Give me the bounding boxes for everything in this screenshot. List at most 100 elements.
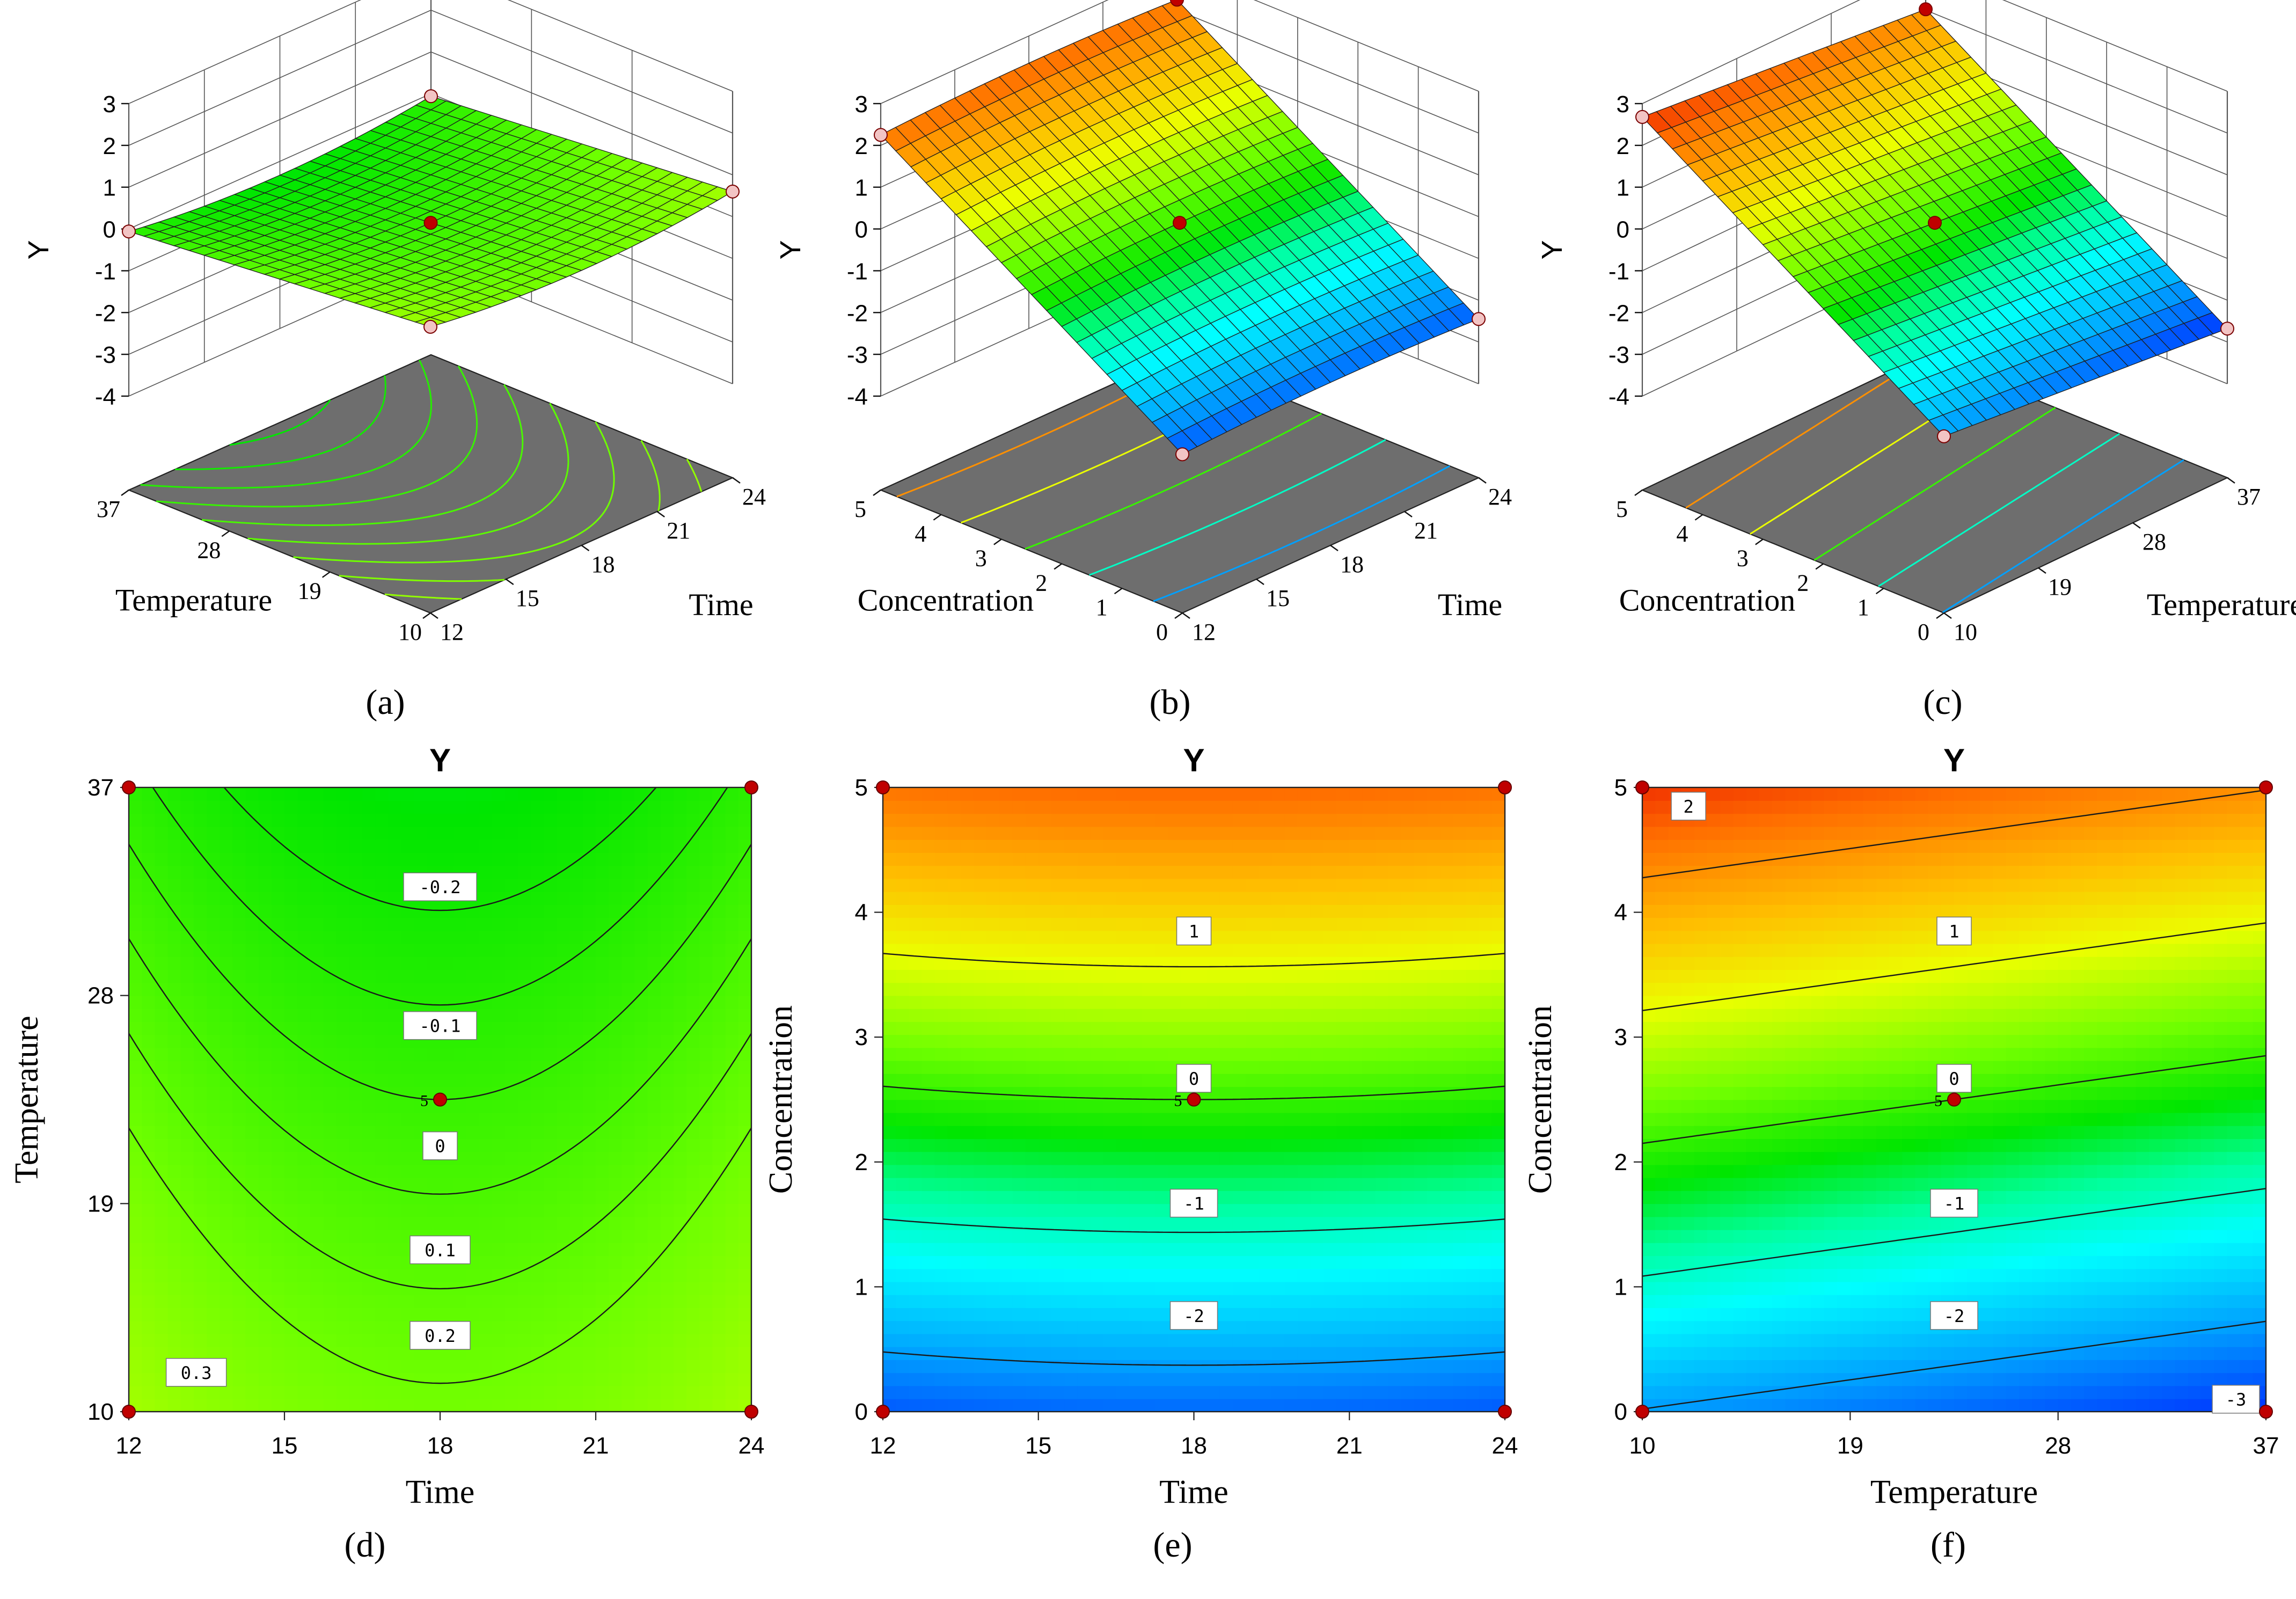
contour-cell	[207, 1021, 220, 1035]
contour-cell	[531, 800, 545, 814]
contour-cell	[609, 943, 623, 957]
contour-cell	[947, 969, 961, 983]
contour-cell	[1090, 1294, 1104, 1308]
contour-cell	[323, 1229, 337, 1243]
contour-cell	[220, 1074, 233, 1087]
contour-cell	[896, 1243, 910, 1257]
contour-cell	[999, 982, 1013, 996]
contour-cell	[336, 1308, 350, 1321]
contour-cell	[453, 1360, 467, 1374]
contour-cell	[336, 1034, 350, 1048]
contour-cell	[492, 1333, 506, 1347]
contour-cell	[986, 1360, 1000, 1374]
contour-cell	[129, 839, 142, 853]
contour-cell	[504, 1281, 518, 1295]
contour-cell	[155, 1320, 169, 1334]
contour-cell	[569, 1294, 583, 1308]
contour-cell	[504, 930, 518, 944]
contour-cell	[427, 1203, 441, 1217]
contour-cell	[947, 943, 961, 957]
contour-cell	[310, 1047, 324, 1061]
contour-cell	[180, 1268, 194, 1282]
contour-cell	[738, 1385, 752, 1399]
contour-cell	[883, 891, 896, 905]
contour-cell	[974, 852, 987, 866]
contour-cell	[388, 1346, 402, 1360]
contour-cell	[336, 826, 350, 840]
contour-cell	[180, 1086, 194, 1100]
contour-cell	[1077, 956, 1091, 970]
contour-cell	[1181, 1385, 1195, 1399]
contour-cell	[414, 813, 428, 827]
contour-cell	[634, 839, 648, 853]
contour-cell	[180, 1216, 194, 1230]
contour-cell	[193, 1099, 207, 1113]
contour-cell	[1012, 1164, 1026, 1178]
contour-cell	[660, 1112, 674, 1126]
contour-cell	[375, 826, 389, 840]
contour-cell	[453, 1164, 467, 1178]
contour-cell	[297, 904, 311, 918]
contour-cell	[1168, 1216, 1182, 1230]
contour-cell	[609, 1086, 623, 1100]
contour-cell	[544, 865, 558, 879]
contour-cell	[323, 839, 337, 853]
contour-cell	[142, 800, 156, 814]
contour-cell	[1077, 1243, 1091, 1257]
contour-cell	[1181, 839, 1195, 853]
contour-cell	[909, 1385, 923, 1399]
contour-cell	[1155, 1216, 1169, 1230]
contour-cell	[934, 1385, 948, 1399]
contour-cell	[504, 813, 518, 827]
contour-cell	[518, 1151, 531, 1165]
contour-cell	[479, 1047, 493, 1061]
contour-cell	[1038, 930, 1052, 944]
contour-cell	[934, 1398, 948, 1412]
z-tick-label: 0	[1617, 217, 1629, 243]
contour-cell	[634, 1308, 648, 1321]
contour-cell	[883, 839, 896, 853]
contour-cell	[1064, 1398, 1078, 1412]
contour-cell	[518, 813, 531, 827]
contour-cell	[1051, 1074, 1065, 1087]
contour-cell	[1168, 1008, 1182, 1022]
contour-cell	[1090, 943, 1104, 957]
contour-cell	[453, 995, 467, 1009]
contour-cell	[922, 1151, 935, 1165]
contour-cell	[1194, 956, 1208, 970]
contour-cell	[1025, 1229, 1039, 1243]
contour-cell	[207, 1034, 220, 1048]
contour-cell	[1168, 891, 1182, 905]
contour-cell	[518, 1099, 531, 1113]
contour-cell	[466, 813, 480, 827]
contour-cell	[1142, 1385, 1156, 1399]
contour-cell	[414, 1177, 428, 1191]
contour-cell	[1090, 787, 1104, 801]
contour-cell	[1207, 1385, 1220, 1399]
contour-cell	[712, 1385, 726, 1399]
contour-cell	[647, 1138, 661, 1152]
contour-cell	[1090, 982, 1104, 996]
contour-cell	[1038, 1294, 1052, 1308]
contour-cell	[1142, 995, 1156, 1009]
contour-cell	[686, 878, 700, 892]
contour-cell	[492, 1385, 506, 1399]
contour-cell	[323, 1308, 337, 1321]
contour-cell	[271, 1021, 285, 1035]
contour-cell	[323, 1086, 337, 1100]
contour-cell	[1025, 904, 1039, 918]
contour-cell	[362, 1281, 376, 1295]
contour-cell	[660, 865, 674, 879]
contour-cell	[922, 1360, 935, 1374]
contour-cell	[960, 1138, 974, 1152]
contour-cell	[1051, 1320, 1065, 1334]
contour-cell	[883, 1125, 896, 1139]
contour-cell	[297, 930, 311, 944]
contour-cell	[479, 982, 493, 996]
contour-cell	[660, 891, 674, 905]
contour-cell	[544, 1047, 558, 1061]
contour-cell	[947, 930, 961, 944]
contour-cell	[699, 1255, 713, 1269]
contour-cell	[518, 865, 531, 879]
contour-cell	[725, 1360, 739, 1374]
